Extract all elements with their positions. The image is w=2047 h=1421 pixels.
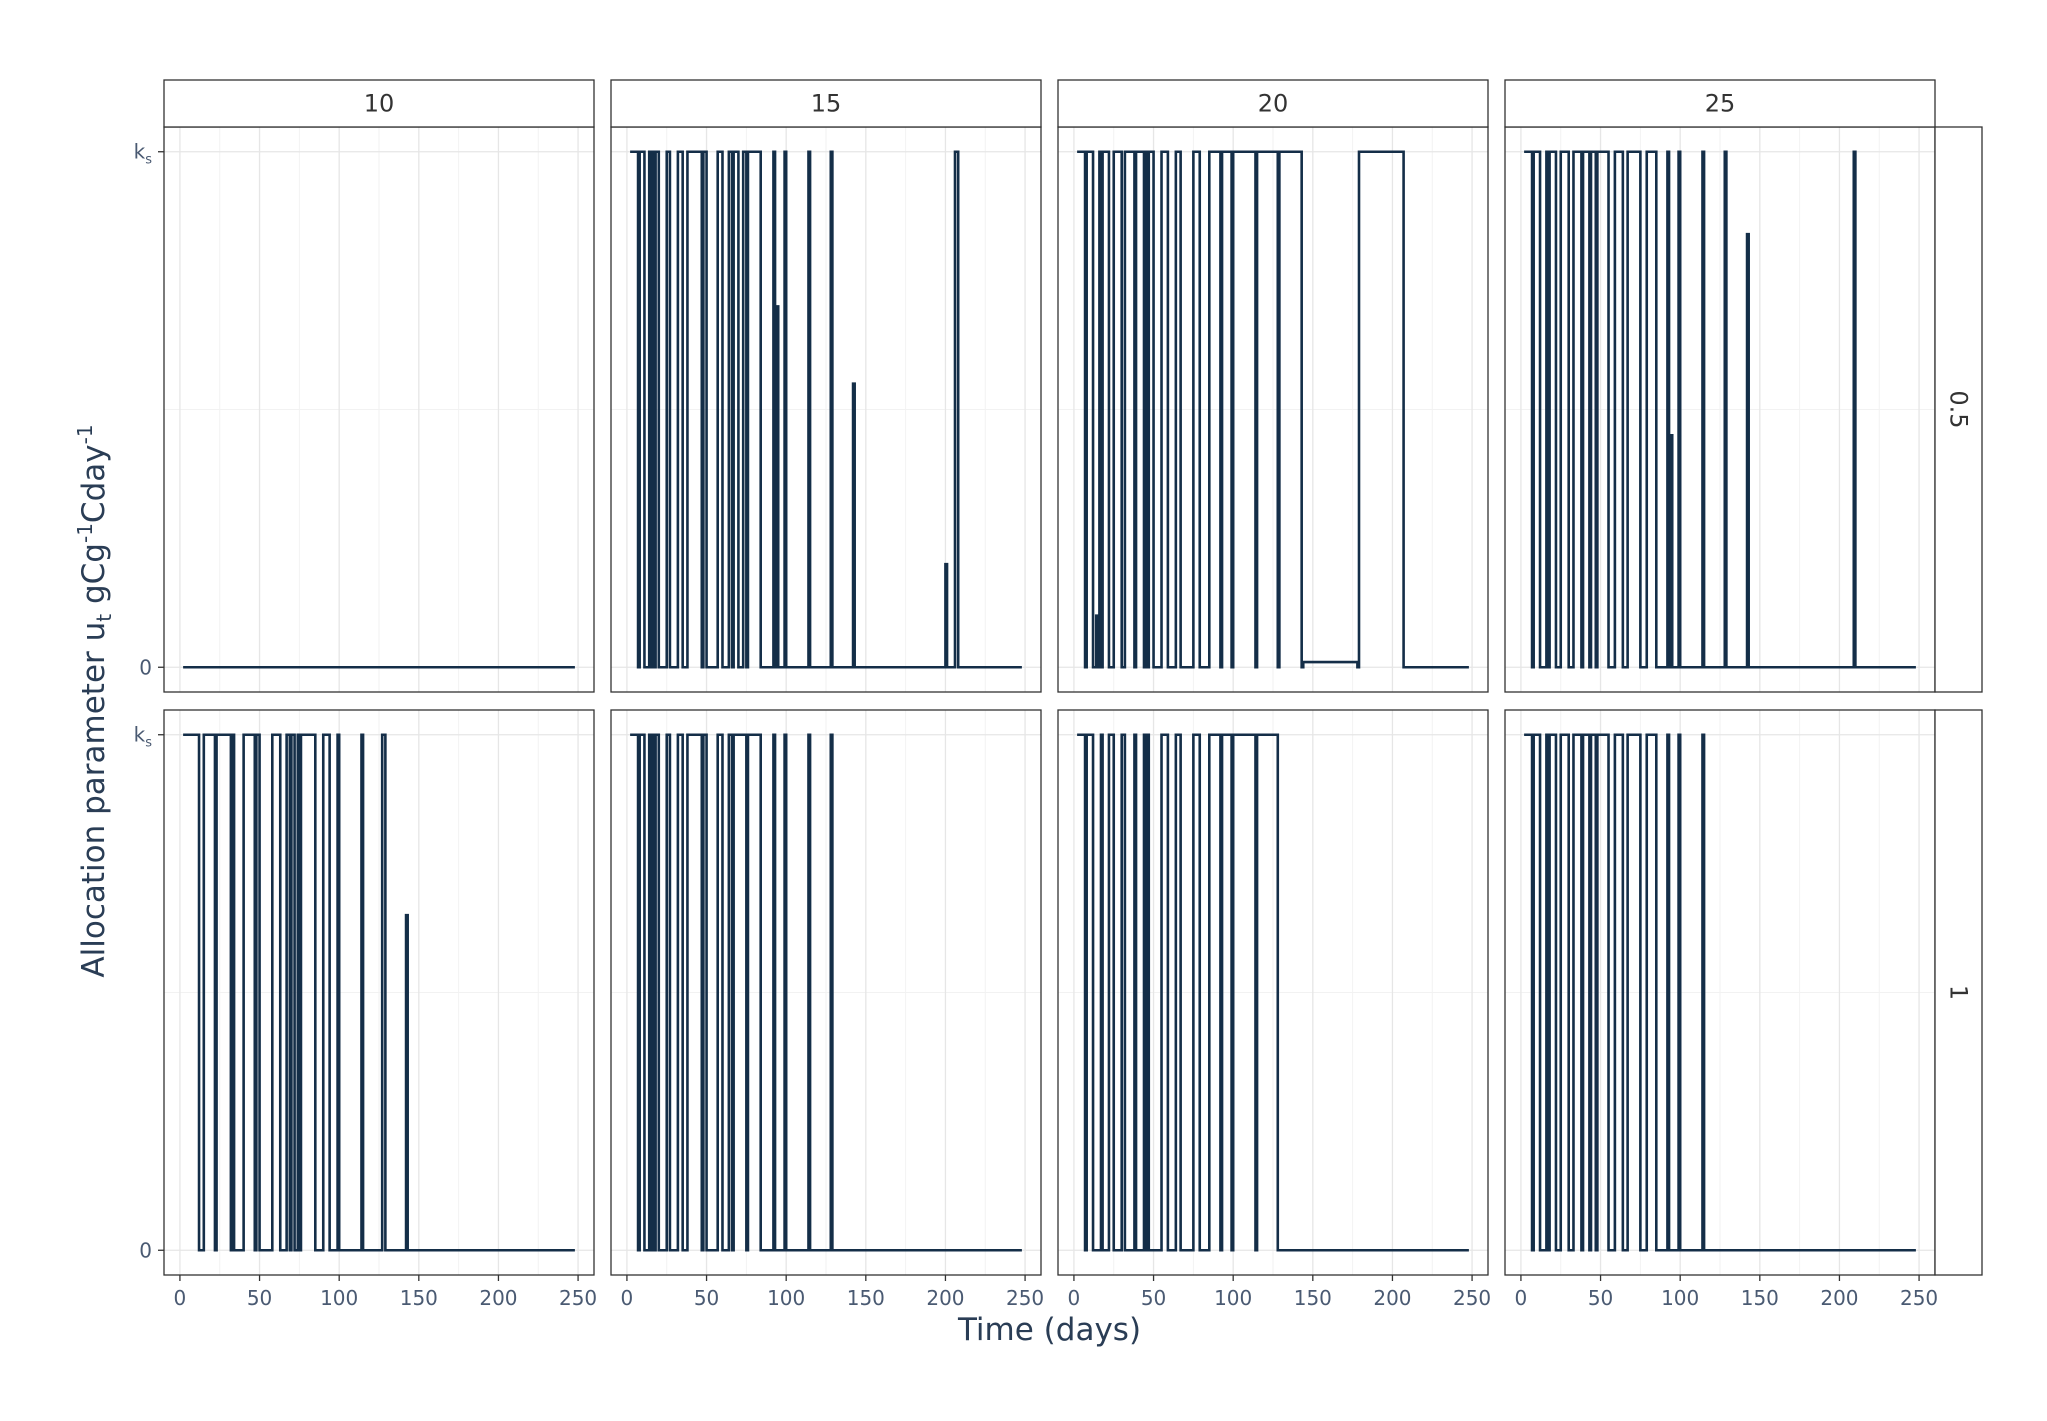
series-line bbox=[1077, 733, 1469, 1252]
x-tick-label: 0 bbox=[1515, 1286, 1528, 1310]
y-tick-label: 0 bbox=[139, 655, 152, 679]
x-tick-label: 50 bbox=[694, 1286, 719, 1310]
y-tick-label: 0 bbox=[139, 1238, 152, 1262]
series-line bbox=[183, 733, 575, 1252]
panel-25-0.5 bbox=[1504, 126, 1936, 693]
panel-border bbox=[610, 709, 1042, 1276]
x-tick-label: 100 bbox=[767, 1286, 805, 1310]
x-tick-label: 0 bbox=[174, 1286, 187, 1310]
panel-25-1 bbox=[1504, 709, 1936, 1276]
x-tick-label: 200 bbox=[926, 1286, 964, 1310]
x-tick-label: 250 bbox=[1900, 1286, 1938, 1310]
y-axis-title-superscript: -1 bbox=[73, 424, 97, 444]
strip-25 bbox=[1504, 79, 1936, 128]
strip-10 bbox=[163, 79, 595, 128]
row-strip-1 bbox=[1934, 709, 1983, 1276]
x-tick-label: 100 bbox=[1214, 1286, 1252, 1310]
x-tick-label: 250 bbox=[1006, 1286, 1044, 1310]
x-tick-label: 250 bbox=[559, 1286, 597, 1310]
x-tick-label: 100 bbox=[320, 1286, 358, 1310]
series-line bbox=[1077, 150, 1469, 669]
x-tick-label: 100 bbox=[1661, 1286, 1699, 1310]
x-tick-label: 0 bbox=[621, 1286, 634, 1310]
x-tick-label: 50 bbox=[1588, 1286, 1613, 1310]
panel-border bbox=[1057, 709, 1489, 1276]
panel-15-0.5 bbox=[610, 126, 1042, 693]
strip-label-10: 10 bbox=[364, 90, 395, 118]
x-tick-label: 0 bbox=[1068, 1286, 1081, 1310]
row-strip-label-0.5: 0.5 bbox=[1945, 390, 1973, 428]
strip-20 bbox=[1057, 79, 1489, 128]
x-tick-label: 150 bbox=[1294, 1286, 1332, 1310]
series-line bbox=[630, 150, 1022, 669]
series-line bbox=[1524, 733, 1916, 1252]
x-tick-label: 150 bbox=[400, 1286, 438, 1310]
strip-label-25: 25 bbox=[1705, 90, 1736, 118]
y-tick-subscript: s bbox=[145, 736, 152, 751]
series-line bbox=[1524, 150, 1916, 669]
x-tick-label: 150 bbox=[1741, 1286, 1779, 1310]
panel-15-1 bbox=[610, 709, 1042, 1276]
panel-20-0.5 bbox=[1057, 126, 1489, 693]
y-tick-label: ks bbox=[134, 723, 153, 751]
x-tick-label: 200 bbox=[1373, 1286, 1411, 1310]
y-axis-title-superscript: -1 bbox=[73, 523, 97, 543]
panel-20-1 bbox=[1057, 709, 1489, 1276]
strip-label-20: 20 bbox=[1258, 90, 1289, 118]
x-tick-label: 250 bbox=[1453, 1286, 1491, 1310]
x-tick-label: 50 bbox=[247, 1286, 272, 1310]
x-axis-title: Time (days) bbox=[957, 1312, 1141, 1348]
y-tick-subscript: s bbox=[145, 153, 152, 168]
x-tick-label: 50 bbox=[1141, 1286, 1166, 1310]
x-tick-label: 200 bbox=[479, 1286, 517, 1310]
series-line bbox=[630, 733, 1022, 1252]
y-tick-label: ks bbox=[134, 140, 153, 168]
y-axis-title-unit: Cday bbox=[76, 444, 112, 523]
y-axis-title-unit: gCg bbox=[76, 543, 112, 614]
panel-border bbox=[163, 709, 595, 1276]
strip-15 bbox=[610, 79, 1042, 128]
row-strip-0.5 bbox=[1934, 126, 1983, 693]
y-axis-title-subscript: t bbox=[92, 614, 116, 622]
x-tick-label: 150 bbox=[847, 1286, 885, 1310]
strip-label-15: 15 bbox=[811, 90, 842, 118]
panel-10-1 bbox=[163, 709, 595, 1276]
row-strip-label-1: 1 bbox=[1945, 985, 1973, 1000]
y-axis-title: Allocation parameter ut gCg-1Cday-1 bbox=[73, 424, 116, 977]
x-tick-label: 200 bbox=[1820, 1286, 1858, 1310]
panel-10-0.5 bbox=[163, 126, 595, 693]
